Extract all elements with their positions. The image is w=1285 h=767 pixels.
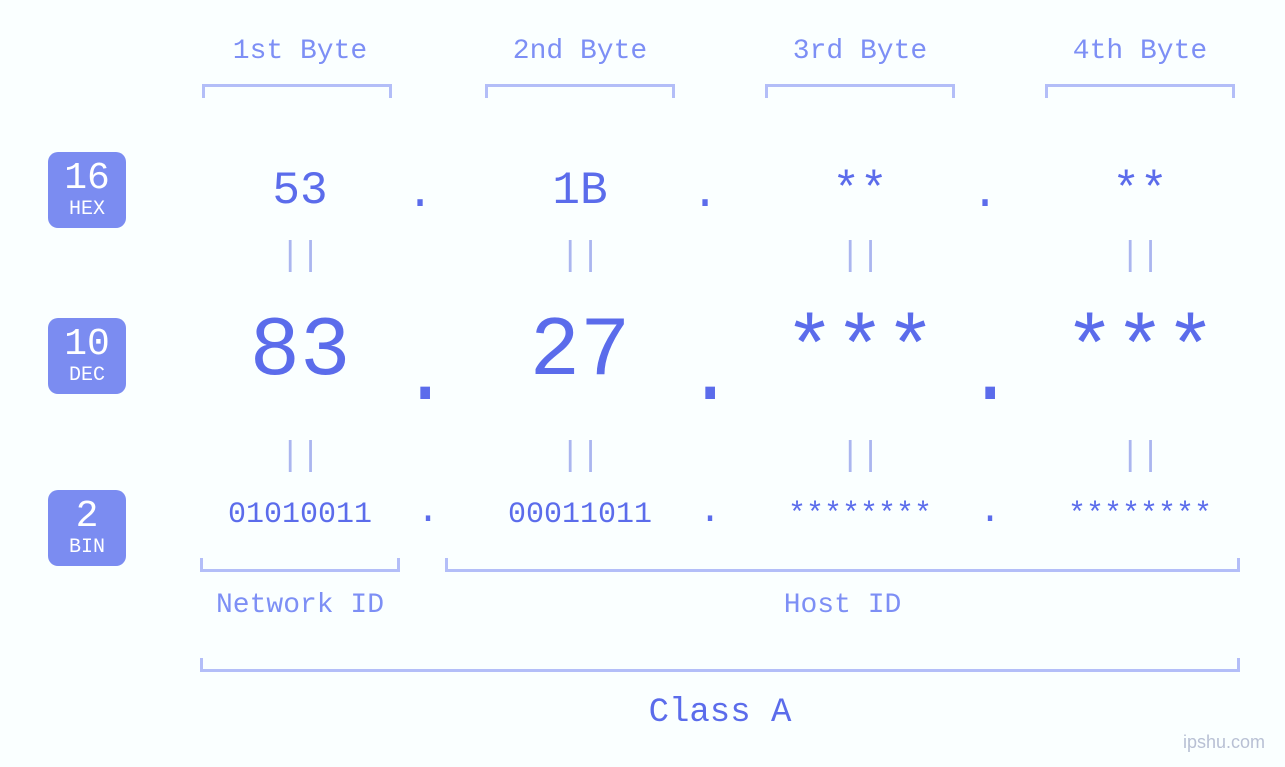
equals-dec-bin-3: || bbox=[840, 438, 880, 476]
hex-dot-3: . bbox=[965, 168, 1005, 220]
hex-byte-2: 1B bbox=[480, 165, 680, 217]
class-label: Class A bbox=[200, 694, 1240, 732]
equals-hex-dec-1: || bbox=[280, 238, 320, 276]
equals-dec-bin-2: || bbox=[560, 438, 600, 476]
byte-label-3: 3rd Byte bbox=[760, 36, 960, 67]
badge-dec-txt: DEC bbox=[48, 366, 126, 386]
bin-byte-2: 00011011 bbox=[450, 498, 710, 532]
badge-bin-num: 2 bbox=[48, 498, 126, 536]
hex-byte-3: ** bbox=[760, 165, 960, 217]
badge-dec-num: 10 bbox=[48, 326, 126, 364]
dec-byte-2: 27 bbox=[480, 305, 680, 400]
host-id-bracket bbox=[445, 558, 1240, 572]
badge-bin-txt: BIN bbox=[48, 538, 126, 558]
bin-byte-1: 01010011 bbox=[170, 498, 430, 532]
bin-dot-2: . bbox=[690, 490, 730, 533]
dec-byte-4: *** bbox=[1040, 305, 1240, 400]
watermark: ipshu.com bbox=[1183, 732, 1265, 753]
top-bracket-1 bbox=[202, 84, 392, 98]
bin-byte-4: ******** bbox=[1010, 498, 1270, 532]
badge-hex-num: 16 bbox=[48, 160, 126, 198]
equals-dec-bin-4: || bbox=[1120, 438, 1160, 476]
class-bracket bbox=[200, 658, 1240, 672]
dec-byte-3: *** bbox=[760, 305, 960, 400]
hex-byte-4: ** bbox=[1040, 165, 1240, 217]
equals-dec-bin-1: || bbox=[280, 438, 320, 476]
top-bracket-2 bbox=[485, 84, 675, 98]
hex-dot-1: . bbox=[400, 168, 440, 220]
byte-label-4: 4th Byte bbox=[1040, 36, 1240, 67]
top-bracket-3 bbox=[765, 84, 955, 98]
bin-byte-3: ******** bbox=[730, 498, 990, 532]
equals-hex-dec-2: || bbox=[560, 238, 600, 276]
equals-hex-dec-3: || bbox=[840, 238, 880, 276]
hex-byte-1: 53 bbox=[200, 165, 400, 217]
top-bracket-4 bbox=[1045, 84, 1235, 98]
bin-dot-1: . bbox=[408, 490, 448, 533]
network-id-label: Network ID bbox=[200, 590, 400, 621]
bin-dot-3: . bbox=[970, 490, 1010, 533]
byte-label-2: 2nd Byte bbox=[480, 36, 680, 67]
badge-hex: 16 HEX bbox=[48, 152, 126, 228]
host-id-label: Host ID bbox=[445, 590, 1240, 621]
dec-byte-1: 83 bbox=[200, 305, 400, 400]
network-id-bracket bbox=[200, 558, 400, 572]
byte-label-1: 1st Byte bbox=[200, 36, 400, 67]
badge-bin: 2 BIN bbox=[48, 490, 126, 566]
equals-hex-dec-4: || bbox=[1120, 238, 1160, 276]
hex-dot-2: . bbox=[685, 168, 725, 220]
badge-hex-txt: HEX bbox=[48, 200, 126, 220]
badge-dec: 10 DEC bbox=[48, 318, 126, 394]
